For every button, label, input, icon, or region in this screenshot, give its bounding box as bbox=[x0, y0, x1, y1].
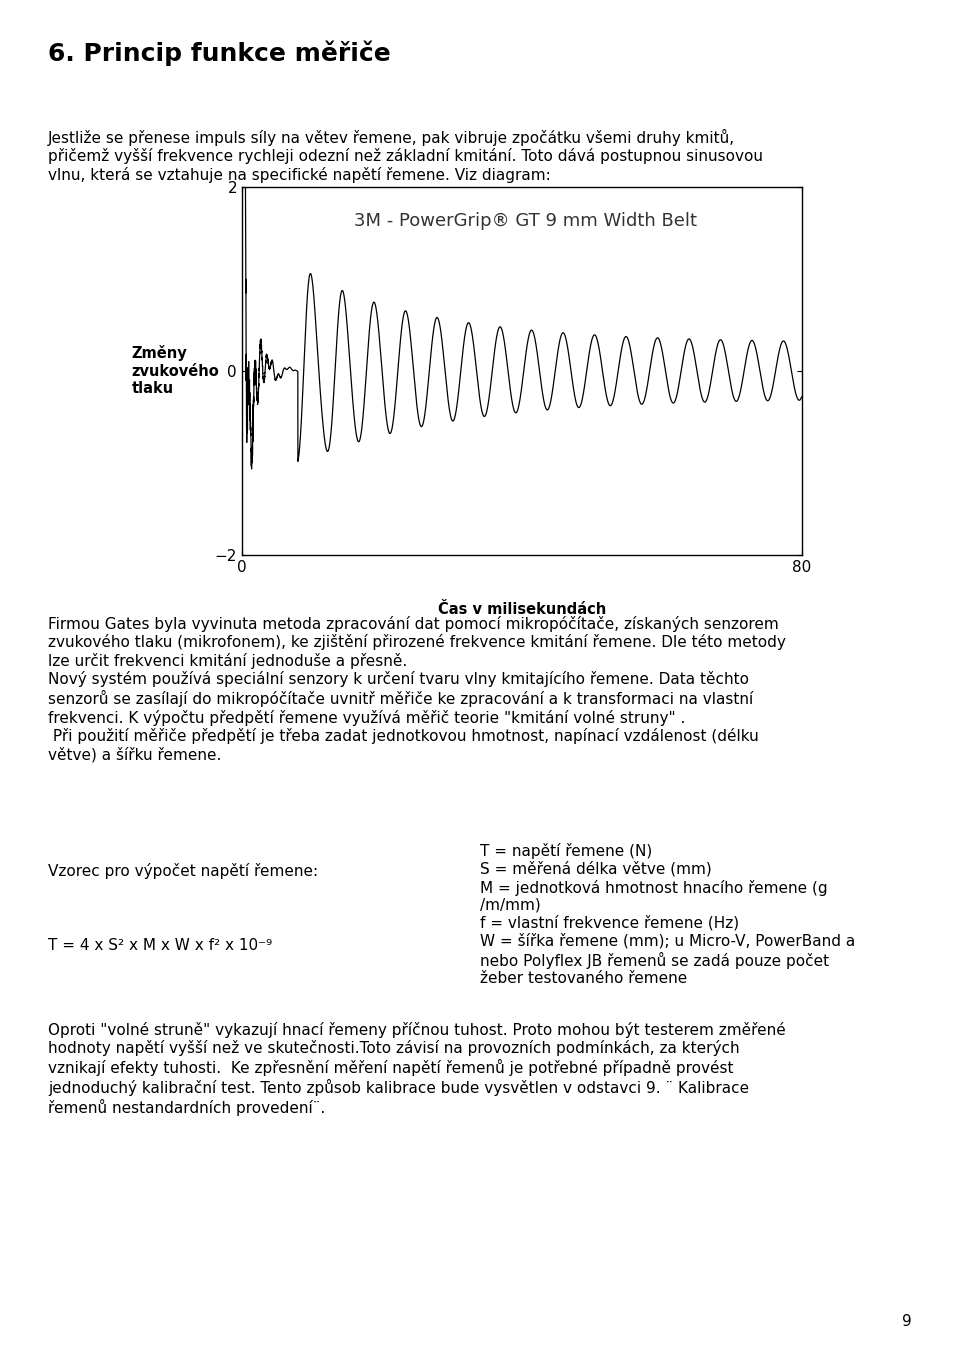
Text: T = napětí řemene (N)
S = měřená délka větve (mm)
M = jednotková hmotnost hnacíh: T = napětí řemene (N) S = měřená délka v… bbox=[480, 843, 855, 986]
Text: Jestliže se přenese impuls síly na větev řemene, pak vibruje zpočátku všemi druh: Jestliže se přenese impuls síly na větev… bbox=[48, 129, 763, 183]
Text: 9: 9 bbox=[902, 1314, 912, 1329]
Text: Oproti "volné struně" vykazují hnací řemeny příčnou tuhost. Proto mohou být test: Oproti "volné struně" vykazují hnací řem… bbox=[48, 1022, 785, 1116]
Text: Čas v milisekundách: Čas v milisekundách bbox=[438, 602, 606, 617]
Text: Změny
zvukového
tlaku: Změny zvukového tlaku bbox=[132, 345, 219, 396]
Text: Vzorec pro výpočet napětí řemene:: Vzorec pro výpočet napětí řemene: bbox=[48, 863, 318, 879]
Text: 3M - PowerGrip® GT 9 mm Width Belt: 3M - PowerGrip® GT 9 mm Width Belt bbox=[354, 212, 697, 230]
Text: T = 4 x S² x M x W x f² x 10⁻⁹: T = 4 x S² x M x W x f² x 10⁻⁹ bbox=[48, 938, 273, 953]
Text: Firmou Gates byla vyvinuta metoda zpracování dat pomocí mikropóčítače, získaných: Firmou Gates byla vyvinuta metoda zpraco… bbox=[48, 616, 786, 763]
Text: 6. Princip funkce měřiče: 6. Princip funkce měřiče bbox=[48, 41, 391, 66]
